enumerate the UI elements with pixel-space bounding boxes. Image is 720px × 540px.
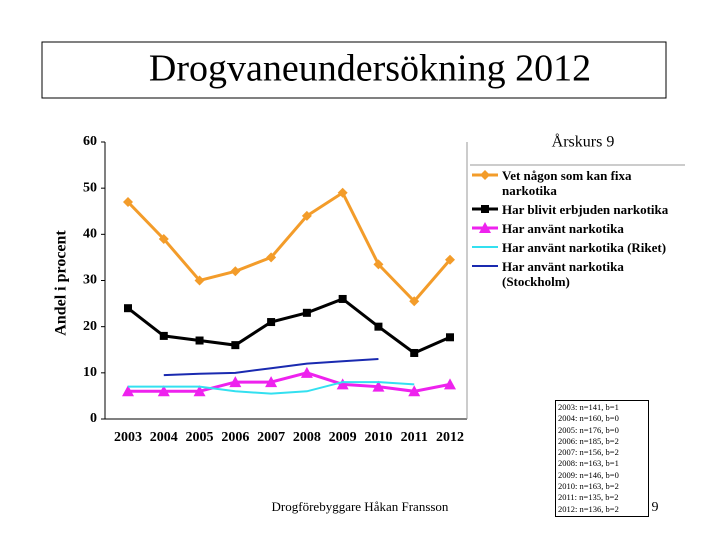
point: [231, 341, 240, 350]
footer: Drogförebyggare Håkan Fransson: [272, 499, 449, 514]
note-line: 2010: n=163, b=2: [558, 481, 619, 492]
point: [410, 348, 419, 357]
line: [128, 381, 415, 395]
point: [229, 376, 242, 388]
y-tick-label: 30: [83, 273, 97, 288]
x-tick-label: 2012: [436, 430, 464, 445]
note-line: 2006: n=185, b=2: [558, 435, 619, 446]
point: [265, 376, 278, 388]
note-line: 2009: n=146, b=0: [558, 469, 619, 480]
legend-label: Har använt narkotika: [502, 221, 624, 236]
x-tick-label: 2005: [186, 430, 214, 445]
legend-swatch: [472, 222, 498, 233]
point: [374, 322, 383, 331]
legend-label: Har använt narkotika (Stockholm): [502, 259, 624, 289]
point: [372, 380, 385, 392]
note-line: 2005: n=176, b=0: [558, 424, 619, 435]
point: [122, 385, 134, 397]
line: [126, 190, 452, 304]
y-tick-label: 60: [83, 134, 97, 149]
page-number: 9: [652, 500, 659, 515]
legend-marker: [480, 170, 490, 180]
point: [444, 378, 456, 390]
legend-label: Har använt narkotika (Riket): [502, 240, 667, 255]
x-tick-label: 2003: [114, 430, 142, 445]
point: [193, 385, 206, 397]
title-box: [41, 41, 667, 99]
point: [446, 333, 454, 342]
legend-swatch: [472, 265, 498, 267]
point: [158, 233, 169, 244]
note-line: 2012: n=136, b=2: [558, 503, 619, 514]
point: [336, 378, 349, 390]
point: [267, 318, 276, 327]
legend-item: Har använt narkotika (Riket): [472, 240, 677, 255]
x-tick-label: 2008: [293, 430, 321, 445]
note-line: 2008: n=163, b=1: [558, 458, 619, 469]
x-tick-label: 2011: [401, 430, 428, 445]
note-line: 2004: n=160, b=0: [558, 413, 619, 424]
subtitle: Årskurs 9: [552, 133, 615, 151]
line: [163, 357, 379, 377]
legend-item: Har använt narkotika (Stockholm): [472, 259, 677, 289]
legend-marker: [481, 205, 489, 213]
point: [159, 331, 168, 340]
y-tick-label: 20: [83, 319, 97, 334]
legend-label: Vet någon som kan fixa narkotika: [502, 168, 632, 198]
point: [409, 296, 420, 307]
x-tick-label: 2009: [329, 430, 357, 445]
point: [337, 187, 348, 198]
point: [301, 210, 312, 221]
y-tick-label: 50: [83, 180, 97, 195]
note-line: 2011: n=135, b=2: [558, 492, 619, 503]
point: [195, 336, 204, 345]
legend-swatch: [472, 205, 498, 213]
point: [300, 366, 313, 378]
chart-title: Drogvaneundersökning 2012: [149, 48, 591, 90]
point: [230, 266, 241, 277]
legend-item: Har använt narkotika: [472, 221, 677, 236]
legend-item: Har blivit erbjuden narkotika: [472, 202, 677, 217]
y-axis-label: Andel i procent: [53, 230, 70, 336]
point: [123, 197, 133, 208]
note-line: 2003: n=141, b=1: [558, 402, 619, 412]
y-tick-label: 40: [83, 227, 97, 242]
point: [266, 252, 277, 263]
point: [157, 385, 170, 397]
line: [128, 371, 451, 393]
point: [373, 259, 384, 270]
legend-swatch: [472, 246, 498, 248]
legend-label: Har blivit erbjuden narkotika: [502, 202, 669, 217]
x-tick-label: 2004: [150, 430, 178, 445]
x-tick-label: 2010: [364, 430, 392, 445]
x-tick-label: 2007: [257, 430, 285, 445]
legend-marker: [479, 222, 491, 233]
note-line: 2007: n=156, b=2: [558, 447, 619, 458]
y-tick-label: 0: [90, 411, 97, 426]
point: [302, 308, 311, 317]
x-tick-label: 2006: [221, 430, 249, 445]
notes: 2003: n=141, b=1 2004: n=160, b=0 2005: n=…: [555, 400, 649, 517]
legend-item: Vet någon som kan fixa narkotika: [472, 168, 677, 198]
point: [445, 254, 455, 265]
point: [338, 294, 347, 303]
legend: Vet någon som kan fixa narkotika Har bliv…: [472, 168, 677, 293]
line: [127, 297, 451, 355]
y-tick-label: 10: [83, 365, 97, 380]
legend-swatch: [472, 170, 498, 180]
point: [194, 275, 205, 286]
point: [408, 385, 421, 397]
point: [124, 304, 132, 313]
